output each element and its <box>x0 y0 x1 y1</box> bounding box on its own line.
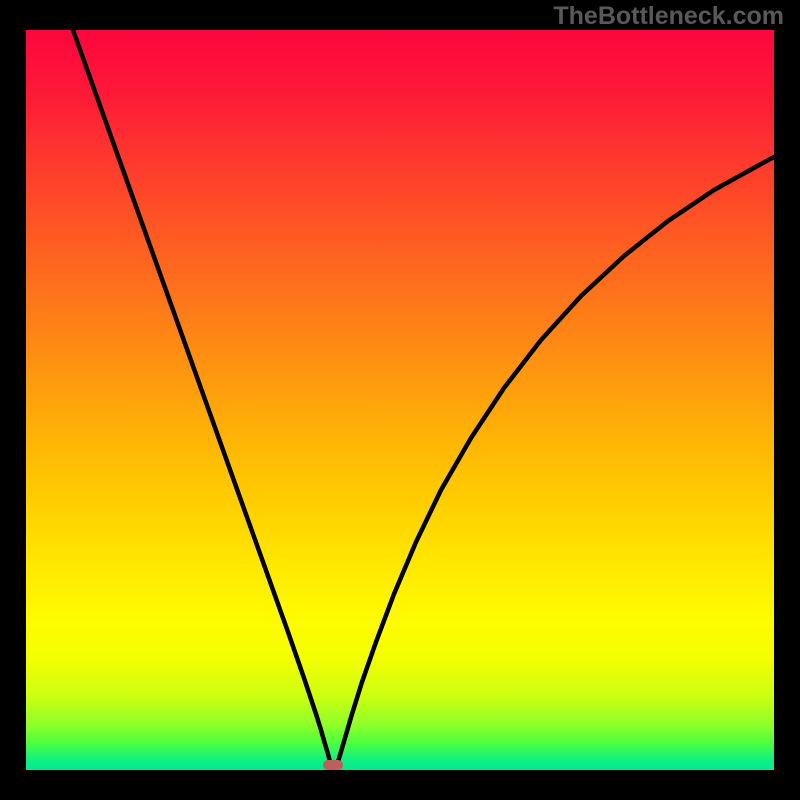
curve-path <box>73 30 774 770</box>
watermark-text: TheBottleneck.com <box>553 2 784 31</box>
chart-area <box>26 30 774 770</box>
bottleneck-curve <box>26 30 774 770</box>
minimum-marker <box>323 760 343 770</box>
